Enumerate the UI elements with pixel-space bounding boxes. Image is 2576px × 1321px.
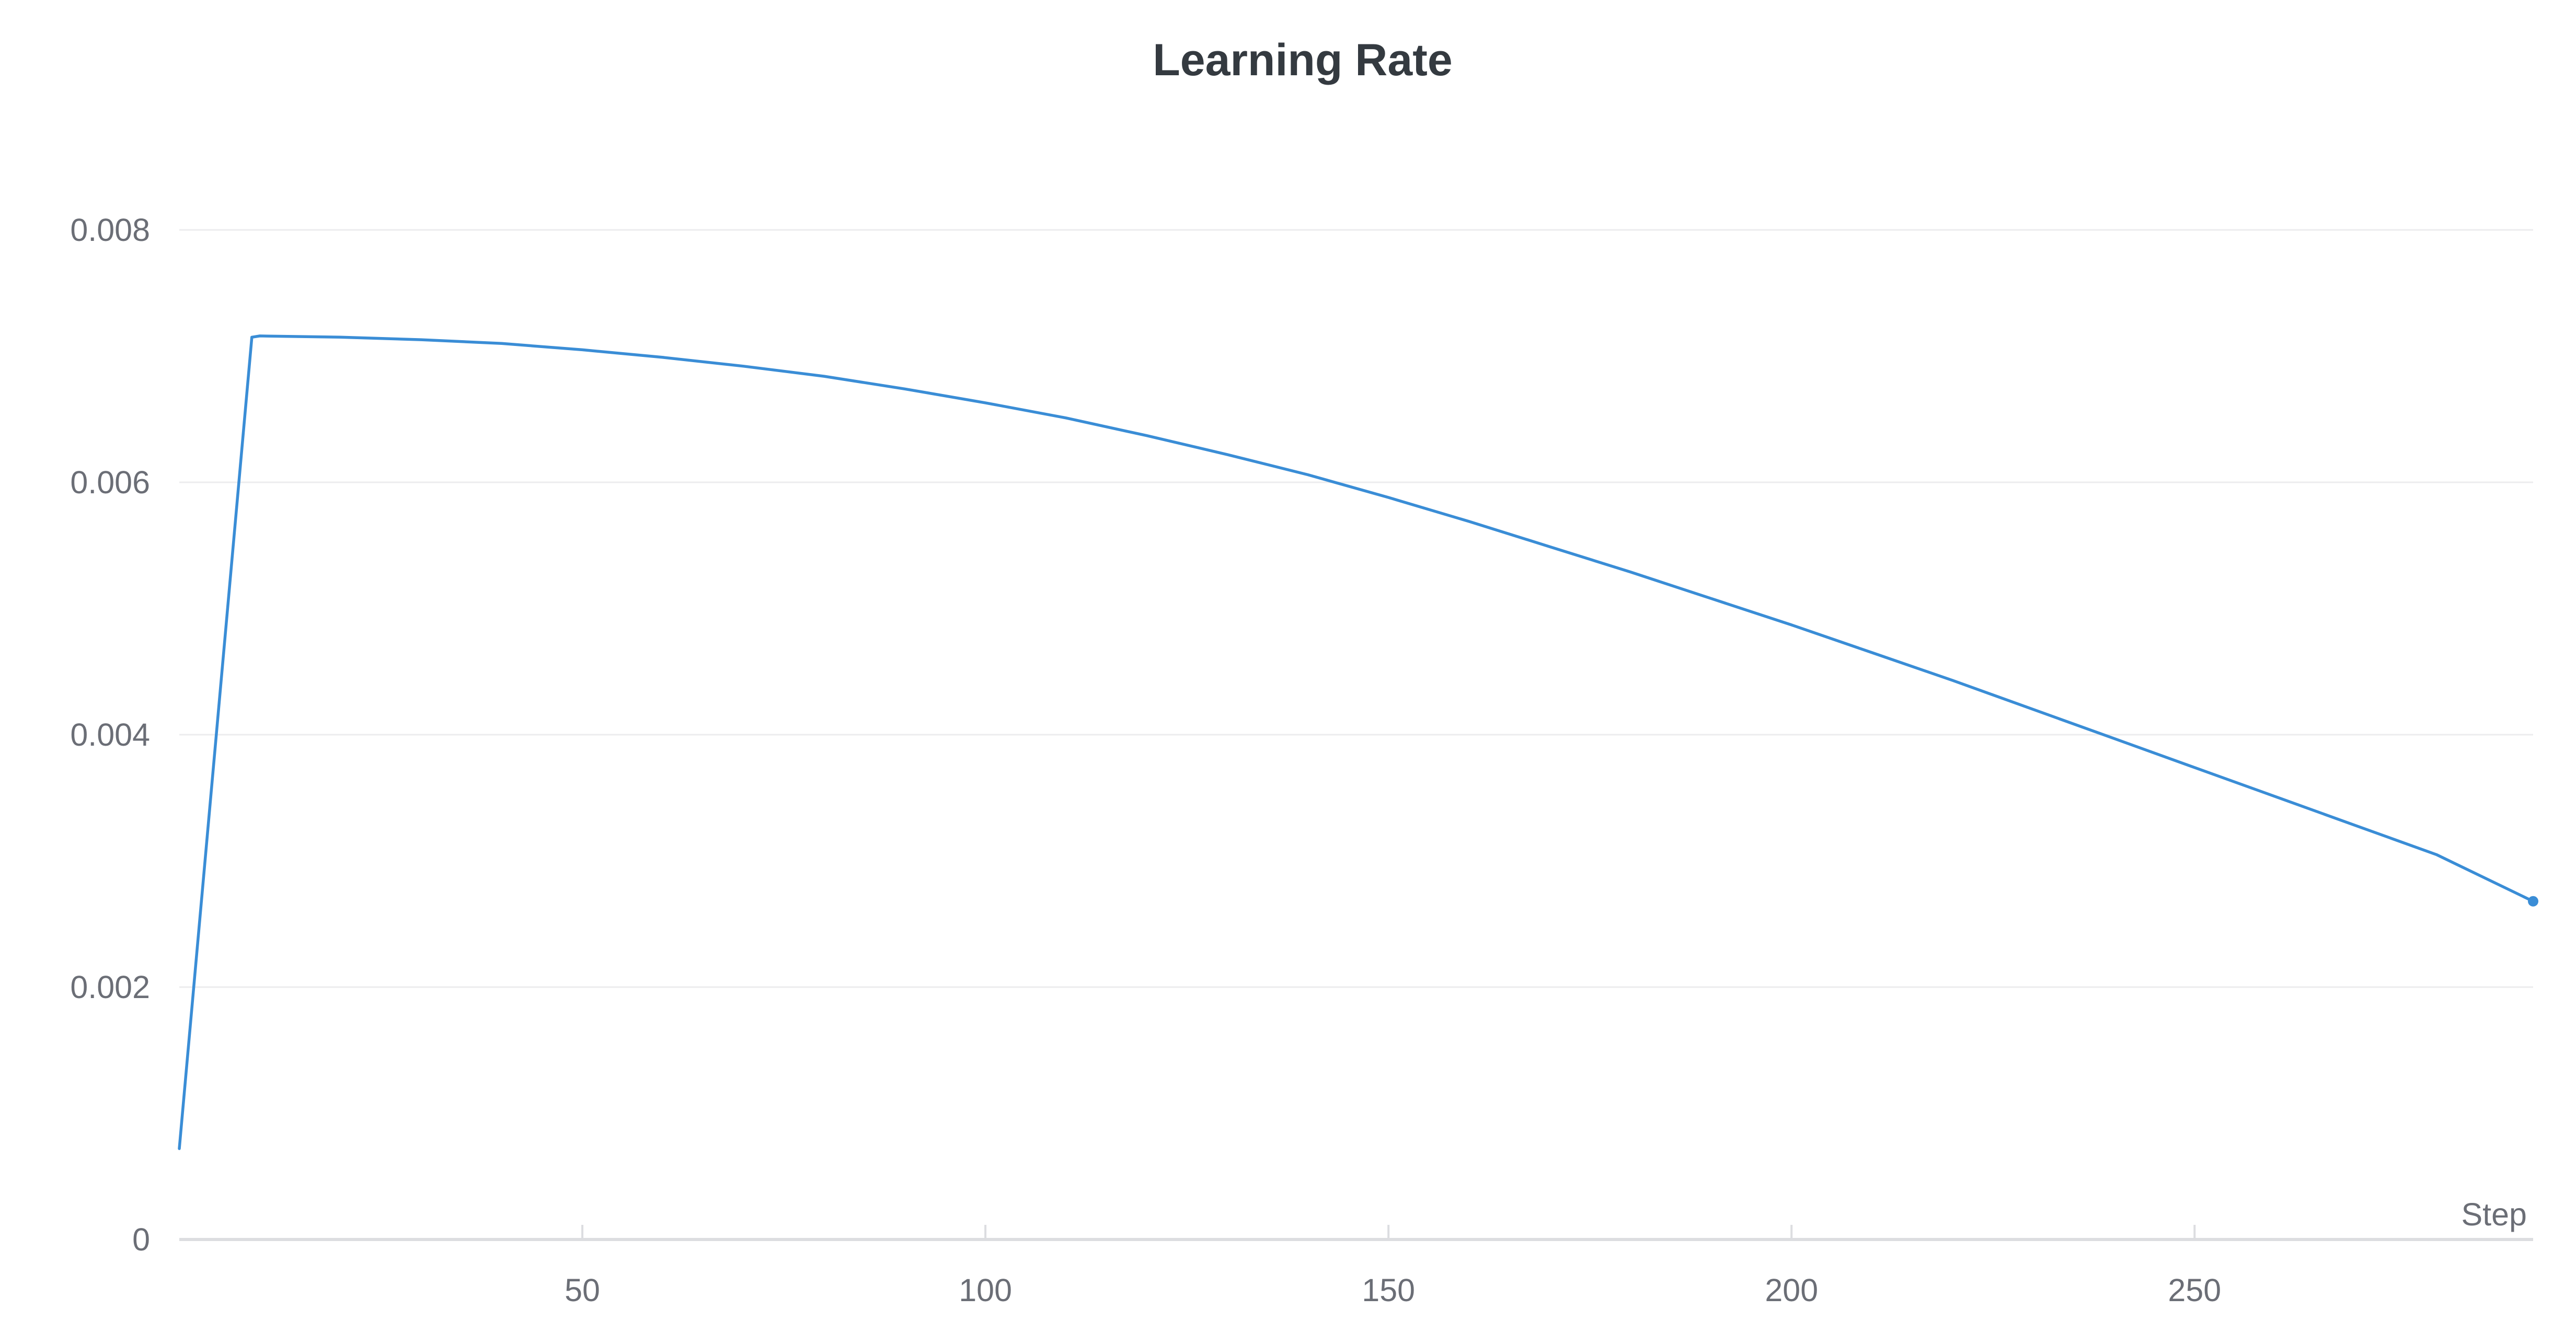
series-line <box>178 334 2535 1150</box>
y-tick-label: 0.008 <box>70 212 150 248</box>
x-axis-label: Step <box>2462 1197 2527 1232</box>
series-group <box>178 334 2538 1150</box>
x-tick-label: 250 <box>2168 1272 2221 1308</box>
y-axis: 0 0.002 0.004 0.006 0.008 <box>70 212 150 1257</box>
chart-title: Learning Rate <box>1153 35 1452 85</box>
x-tick-label: 200 <box>1765 1272 1818 1308</box>
gridlines <box>179 229 2533 988</box>
series-end-point <box>2528 896 2538 907</box>
y-tick-label: 0.002 <box>70 969 150 1005</box>
y-tick-label: 0 <box>132 1222 150 1257</box>
x-tick-label: 150 <box>1362 1272 1415 1308</box>
x-axis: 50 100 150 200 250 <box>179 1225 2533 1308</box>
x-tick-label: 50 <box>565 1272 600 1308</box>
y-tick-label: 0.004 <box>70 717 150 752</box>
x-tick-label: 100 <box>959 1272 1012 1308</box>
y-tick-label: 0.006 <box>70 465 150 500</box>
